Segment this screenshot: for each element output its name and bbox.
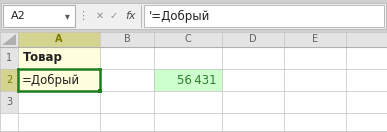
Bar [100, 32, 154, 47]
Bar [18, 32, 100, 47]
Text: ⋮: ⋮ [77, 11, 89, 21]
Bar [0, 32, 18, 47]
Bar [222, 32, 284, 47]
Text: '=Добрый: '=Добрый [149, 10, 211, 23]
Bar [0, 32, 387, 131]
Bar [1, 3, 386, 29]
Bar [154, 69, 222, 91]
Bar [0, 91, 18, 113]
Bar [3, 5, 75, 27]
Text: B: B [123, 34, 130, 44]
Text: A: A [55, 34, 63, 44]
Text: =Добрый: =Добрый [22, 73, 80, 87]
Bar [0, 47, 18, 69]
Bar [144, 5, 384, 27]
Text: D: D [249, 34, 257, 44]
Bar [0, 69, 18, 91]
Text: ▾: ▾ [65, 11, 69, 21]
Text: E: E [312, 34, 318, 44]
Text: 3: 3 [6, 97, 12, 107]
Bar [18, 69, 100, 91]
Text: 56 431: 56 431 [177, 74, 217, 86]
Bar [154, 32, 222, 47]
Text: 1: 1 [6, 53, 12, 63]
Text: fx: fx [126, 11, 136, 21]
Text: A2: A2 [11, 11, 26, 21]
Text: C: C [185, 34, 192, 44]
Text: 2: 2 [6, 75, 12, 85]
Bar [346, 32, 387, 47]
Bar [284, 32, 346, 47]
Text: Товар: Товар [23, 51, 63, 65]
Bar [98, 89, 102, 93]
Text: ✓: ✓ [110, 11, 118, 21]
Bar [18, 47, 100, 69]
Text: ✕: ✕ [96, 11, 104, 21]
Polygon shape [2, 34, 16, 45]
